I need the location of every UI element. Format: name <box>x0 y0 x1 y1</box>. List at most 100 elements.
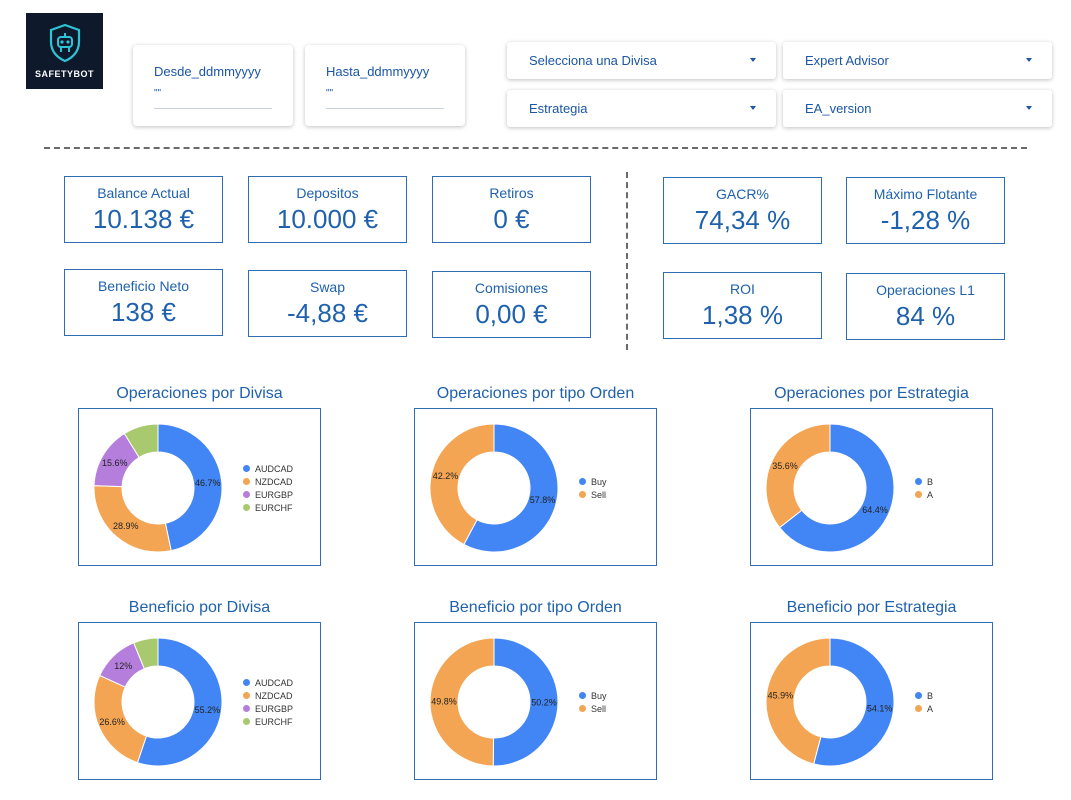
legend-label: Buy <box>591 690 607 701</box>
hasta-value[interactable]: "" <box>326 88 334 99</box>
kpi-balance-actual: Balance Actual 10.138 € <box>64 176 223 243</box>
legend-item[interactable]: EURGBP <box>243 488 293 501</box>
legend-item[interactable]: EURGBP <box>243 702 293 715</box>
legend-dot <box>579 478 586 485</box>
donut-slice-eurchf[interactable] <box>133 637 159 670</box>
legend-label: NZDCAD <box>255 690 293 701</box>
chart-title: Operaciones por tipo Orden <box>436 385 635 402</box>
desde-value[interactable]: "" <box>154 88 162 99</box>
chart-legend: Buy Sell <box>579 689 607 715</box>
legend-item[interactable]: Sell <box>579 702 607 715</box>
legend-item[interactable]: B <box>915 689 933 702</box>
legend-label: A <box>927 489 934 500</box>
legend-item[interactable]: AUDCAD <box>243 676 293 689</box>
donut-svg: 64.4% 35.6% <box>765 423 895 553</box>
donut-slice-sell[interactable] <box>429 637 495 767</box>
kpi-operaciones-l1: Operaciones L1 84 % <box>846 273 1005 340</box>
expert-advisor-dropdown[interactable]: Expert Advisor <box>783 42 1052 79</box>
chart-legend: AUDCAD NZDCAD EURGBP EURCHF <box>243 676 293 728</box>
slice-percent-label: 64.4% <box>862 505 888 515</box>
divisa-dropdown[interactable]: Selecciona una Divisa <box>507 42 776 79</box>
legend-label: A <box>927 703 934 714</box>
donut-slice-sell[interactable] <box>429 423 495 546</box>
chart-title: Operaciones por Divisa <box>116 385 283 402</box>
legend-dot <box>579 705 586 712</box>
ea-version-dropdown-label: EA_version <box>805 101 872 116</box>
donut-slice-audcad[interactable] <box>157 423 223 552</box>
kpi-value: 138 € <box>110 297 177 327</box>
legend-label: B <box>927 476 934 487</box>
legend-dot <box>243 679 250 686</box>
legend-item[interactable]: B <box>915 475 933 488</box>
legend-dot <box>915 692 922 699</box>
donut-svg: 54.1% 45.9% <box>765 637 895 767</box>
slice-percent-label: 26.6% <box>99 717 125 727</box>
chevron-down-icon <box>1026 106 1032 110</box>
kpi-value: -1,28 % <box>880 205 971 235</box>
donut-slice-eurchf[interactable] <box>123 423 159 459</box>
legend-item[interactable]: A <box>915 702 933 715</box>
legend-dot <box>243 718 250 725</box>
donut-chart-beneficio-tipo-orden: 50.2% 49.8% Buy Sell <box>414 622 657 780</box>
donut-svg: 57.8% 42.2% <box>429 423 559 553</box>
kpi-roi: ROI 1,38 % <box>663 272 822 339</box>
legend-dot <box>243 692 250 699</box>
estrategia-dropdown[interactable]: Estrategia <box>507 90 776 127</box>
legend-dot <box>243 465 250 472</box>
kpi-value: 0,00 € <box>475 299 548 329</box>
donut-slice-nzdcad[interactable] <box>93 485 172 553</box>
donut-chart-operaciones-tipo-orden: 57.8% 42.2% Buy Sell <box>414 408 657 566</box>
legend-dot <box>243 705 250 712</box>
kpi-label: Depositos <box>296 185 359 201</box>
donut-slice-audcad[interactable] <box>136 637 223 767</box>
legend-label: AUDCAD <box>255 463 294 474</box>
legend-label: B <box>927 690 934 701</box>
chart-title: Beneficio por Divisa <box>128 599 271 616</box>
legend-item[interactable]: EURCHF <box>243 501 293 514</box>
chart-legend: AUDCAD NZDCAD EURGBP EURCHF <box>243 462 293 514</box>
slice-percent-label: 49.8% <box>431 697 457 707</box>
chart-title: Operaciones por Estrategia <box>774 385 969 402</box>
slice-percent-label: 54.1% <box>867 703 893 713</box>
legend-label: AUDCAD <box>255 677 294 688</box>
donut-slice-b[interactable] <box>813 637 895 767</box>
legend-item[interactable]: A <box>915 488 933 501</box>
legend-dot <box>243 491 250 498</box>
kpi-label: GACR% <box>716 186 769 202</box>
chevron-down-icon <box>1026 58 1032 62</box>
chart-legend: Buy Sell <box>579 475 607 501</box>
legend-dot <box>915 491 922 498</box>
legend-item[interactable]: NZDCAD <box>243 475 293 488</box>
legend-dot <box>243 478 250 485</box>
donut-slice-buy[interactable] <box>492 637 559 767</box>
slice-percent-label: 45.9% <box>768 691 794 701</box>
legend-item[interactable]: Buy <box>579 475 607 488</box>
legend-item[interactable]: Sell <box>579 488 607 501</box>
legend-item[interactable]: NZDCAD <box>243 689 293 702</box>
estrategia-dropdown-label: Estrategia <box>529 101 588 116</box>
legend-item[interactable]: EURCHF <box>243 715 293 728</box>
legend-item[interactable]: Buy <box>579 689 607 702</box>
desde-date-field[interactable]: Desde_ddmmyyyy "" <box>133 45 293 126</box>
slice-percent-label: 15.6% <box>102 458 128 468</box>
legend-item[interactable]: AUDCAD <box>243 462 293 475</box>
kpi-label: Retiros <box>489 185 534 201</box>
kpi-label: Operaciones L1 <box>876 282 975 298</box>
ea-version-dropdown[interactable]: EA_version <box>783 90 1052 127</box>
donut-slice-b[interactable] <box>778 423 895 553</box>
donut-svg: 46.7% 28.9% 15.6% <box>93 423 223 553</box>
slice-percent-label: 57.8% <box>530 495 556 505</box>
donut-slice-buy[interactable] <box>463 423 559 553</box>
hasta-label: Hasta_ddmmyyyy <box>326 64 430 79</box>
donut-slice-a[interactable] <box>765 423 831 529</box>
divisa-dropdown-label: Selecciona una Divisa <box>529 53 657 68</box>
legend-label: EURGBP <box>255 703 294 714</box>
hasta-date-field[interactable]: Hasta_ddmmyyyy "" <box>305 45 465 126</box>
kpi-value: 1,38 % <box>702 300 783 330</box>
legend-dot <box>915 705 922 712</box>
slice-percent-label: 35.6% <box>772 461 798 471</box>
slice-percent-label: 12% <box>114 661 132 671</box>
donut-svg: 55.2% 26.6% 12% <box>93 637 223 767</box>
donut-chart-beneficio-estrategia: 54.1% 45.9% B A <box>750 622 993 780</box>
donut-slice-a[interactable] <box>765 637 831 765</box>
